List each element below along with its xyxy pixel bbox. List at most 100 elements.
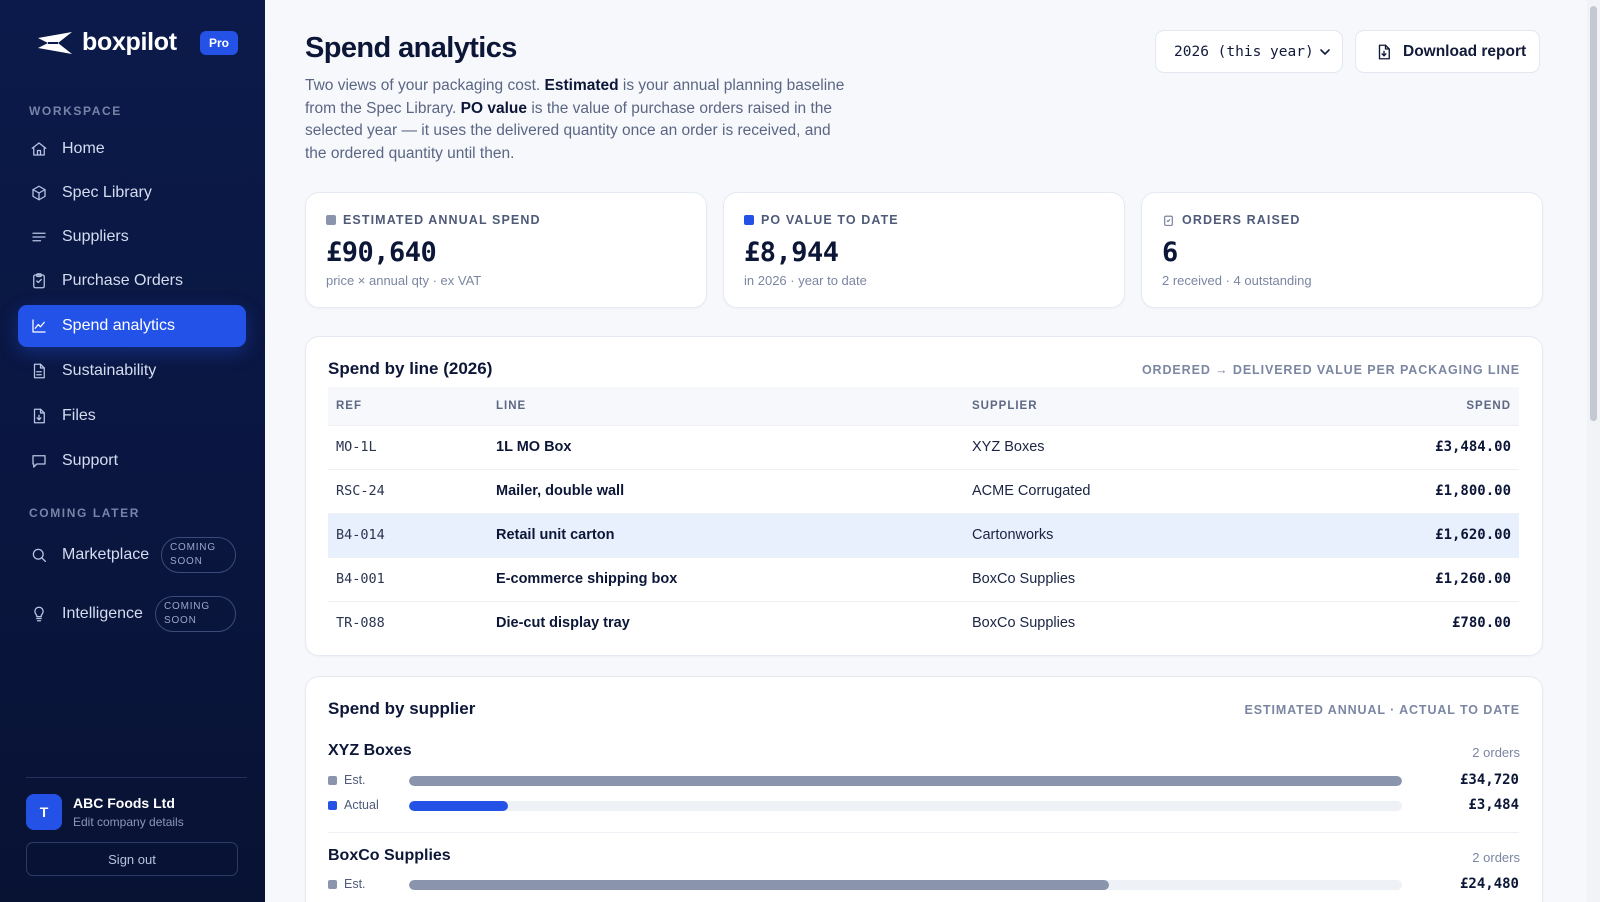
sidebar-item-purchase-orders[interactable]: Purchase Orders	[18, 260, 246, 302]
sidebar-item-label: Purchase Orders	[62, 272, 183, 289]
card-note: ORDERED → DELIVERED VALUE PER PACKAGING …	[1141, 363, 1520, 377]
supplier-divider	[328, 832, 1519, 833]
brand-logo[interactable]: boxpilot	[36, 28, 177, 57]
clipboard-icon	[29, 271, 49, 291]
sidebar-item-label: Intelligence	[62, 605, 143, 622]
sidebar-divider	[26, 777, 247, 778]
sidebar-item-marketplace[interactable]: Marketplace	[18, 534, 246, 576]
paper-plane-logo-icon	[38, 31, 72, 54]
estimated-legend-swatch	[326, 215, 336, 225]
kpi-value: £8,944	[744, 237, 839, 268]
download-report-label: Download report	[1403, 42, 1527, 60]
cell-supplier: Cartonworks	[964, 512, 1294, 557]
actual-legend-swatch	[744, 215, 754, 225]
cell-ref: TR-088	[328, 600, 488, 645]
kpi-sub: price × annual qty · ex VAT	[326, 273, 482, 288]
intro-text: Two views of your packaging cost.	[305, 77, 541, 94]
cell-spend: £780.00	[1293, 600, 1519, 645]
home-icon	[29, 139, 49, 159]
actual-value: £3,484	[1468, 797, 1519, 813]
edit-company-link[interactable]: Edit company details	[73, 815, 184, 829]
card-title: Spend by supplier	[328, 699, 476, 718]
year-select-value: 2026 (this year)	[1174, 43, 1314, 60]
est-label: Est.	[344, 773, 366, 787]
intro-text: is the value of purchase orders raised i…	[305, 99, 833, 162]
sidebar: boxpilot Pro WORKSPACE Home Spec Library…	[0, 0, 265, 902]
intro-bold-po-value: PO value	[460, 99, 527, 117]
cell-ref: B4-014	[328, 512, 488, 557]
file-download-icon	[1378, 44, 1390, 59]
scrollbar-thumb[interactable]	[1590, 6, 1597, 421]
supplier-actual-bar-row: Actual £3,484	[328, 797, 1519, 815]
cell-supplier: BoxCo Supplies	[964, 556, 1294, 601]
sidebar-item-suppliers[interactable]: Suppliers	[18, 216, 246, 258]
coming-soon-pill: COMING SOON	[155, 596, 236, 632]
column-header-spend[interactable]: SPEND	[1466, 399, 1511, 412]
workspace-section-label: WORKSPACE	[29, 104, 122, 118]
brand-name: boxpilot	[82, 28, 177, 56]
lines-icon	[29, 227, 49, 247]
page-title: Spend analytics	[305, 32, 517, 64]
bar-track	[409, 880, 1402, 890]
kpi-card-estimated: ESTIMATED ANNUAL SPEND £90,640 price × a…	[305, 192, 707, 308]
avatar: T	[26, 794, 62, 830]
kpi-value: 6	[1162, 237, 1178, 268]
kpi-value: £90,640	[326, 237, 437, 268]
table-row[interactable]: B4-001 E-commerce shipping box BoxCo Sup…	[328, 556, 1519, 601]
supplier-est-bar-row: Est. £24,480	[328, 876, 1519, 894]
sidebar-item-sustainability[interactable]: Sustainability	[18, 350, 246, 392]
kpi-label: ORDERS RAISED	[1182, 213, 1301, 227]
sidebar-item-label: Support	[62, 452, 119, 469]
download-report-button[interactable]: Download report	[1355, 30, 1540, 73]
kpi-sub: in 2026 · year to date	[744, 273, 867, 288]
kpi-card-orders: ORDERS RAISED 6 2 received · 4 outstandi…	[1141, 192, 1543, 308]
bar-track	[409, 801, 1402, 811]
table-row[interactable]: B4-014 Retail unit carton Cartonworks £1…	[328, 512, 1519, 557]
cell-ref: B4-001	[328, 556, 488, 601]
coming-later-section-label: COMING LATER	[29, 506, 140, 520]
supplier-order-count: 2 orders	[1472, 850, 1520, 865]
sidebar-item-home[interactable]: Home	[18, 128, 246, 170]
sidebar-item-files[interactable]: Files	[18, 395, 246, 437]
column-header-line[interactable]: LINE	[496, 399, 527, 412]
sign-out-button[interactable]: Sign out	[26, 842, 238, 876]
sidebar-item-intelligence[interactable]: Intelligence	[18, 593, 246, 635]
supplier-name: XYZ Boxes	[328, 742, 412, 759]
table-row[interactable]: MO-1L 1L MO Box XYZ Boxes £3,484.00	[328, 424, 1519, 469]
coming-soon-pill: COMING SOON	[161, 537, 236, 573]
sidebar-item-label: Suppliers	[62, 228, 129, 245]
page-scrollbar[interactable]	[1587, 0, 1600, 902]
estimated-bar-fill	[409, 776, 1402, 786]
kpi-sub: 2 received · 4 outstanding	[1162, 273, 1312, 288]
column-header-supplier[interactable]: SUPPLIER	[972, 399, 1038, 412]
lightbulb-icon	[29, 604, 49, 624]
company-switcher[interactable]: T ABC Foods Ltd Edit company details	[26, 794, 184, 830]
cell-spend: £1,260.00	[1293, 556, 1519, 601]
estimated-legend-swatch	[328, 775, 337, 785]
cell-supplier: ACME Corrugated	[964, 468, 1294, 513]
sidebar-item-spec-library[interactable]: Spec Library	[18, 172, 246, 214]
cell-line: Die-cut display tray	[488, 600, 964, 645]
clipboard-check-icon	[1164, 215, 1173, 226]
sidebar-item-spend-analytics[interactable]: Spend analytics	[18, 305, 246, 347]
file-download-icon	[29, 406, 49, 426]
company-name: ABC Foods Ltd	[73, 795, 175, 811]
intro-bold-estimated: Estimated	[544, 77, 619, 94]
table-header-row: REF LINE SUPPLIER SPEND	[328, 387, 1519, 425]
chevron-down-icon	[1320, 49, 1330, 56]
sidebar-item-label: Marketplace	[62, 546, 150, 563]
estimated-value: £34,720	[1459, 772, 1519, 788]
cell-line: E-commerce shipping box	[488, 556, 964, 601]
supplier-est-bar-row: Est. £34,720	[328, 772, 1519, 790]
column-header-ref[interactable]: REF	[336, 399, 362, 412]
table-row[interactable]: TR-088 Die-cut display tray BoxCo Suppli…	[328, 600, 1519, 645]
spend-by-line-card: Spend by line (2026) ORDERED → DELIVERED…	[305, 336, 1543, 656]
sidebar-item-support[interactable]: Support	[18, 440, 246, 482]
estimated-bar-fill	[409, 880, 1110, 890]
table-row[interactable]: RSC-24 Mailer, double wall ACME Corrugat…	[328, 468, 1519, 513]
sidebar-item-label: Files	[62, 407, 96, 424]
supplier-order-count: 2 orders	[1472, 745, 1520, 760]
kpi-label: ESTIMATED ANNUAL SPEND	[343, 213, 541, 227]
year-select[interactable]: 2026 (this year)	[1155, 30, 1343, 73]
sidebar-item-label: Spend analytics	[62, 317, 175, 334]
